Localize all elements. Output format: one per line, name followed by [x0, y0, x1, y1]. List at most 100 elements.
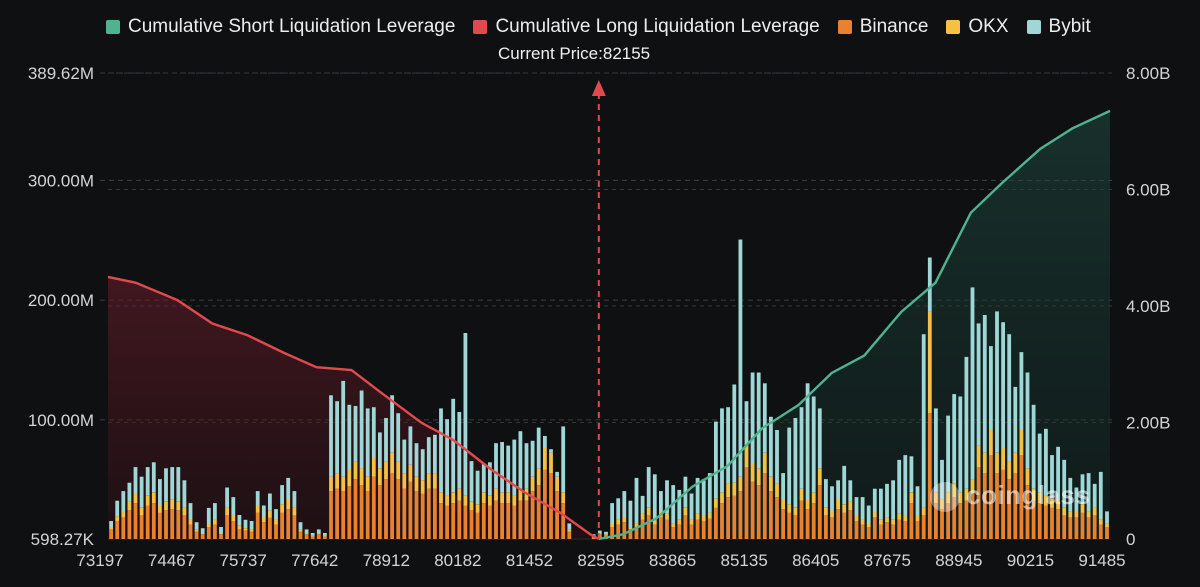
bar-bybit — [139, 476, 144, 508]
bar-bybit — [756, 372, 761, 469]
bar-okx — [982, 452, 987, 474]
bar-binance — [341, 491, 346, 539]
bar-bybit — [133, 467, 138, 494]
bar-okx — [732, 482, 737, 496]
bar-okx — [604, 534, 608, 536]
bar-bybit — [457, 412, 462, 489]
bar-okx — [1086, 511, 1091, 518]
bar-binance — [927, 413, 932, 539]
bar-bybit — [451, 398, 456, 493]
bar-binance — [1068, 517, 1073, 539]
bar-bybit — [970, 287, 975, 480]
bar-bybit — [860, 497, 865, 520]
bar-okx — [127, 501, 132, 511]
bar-bybit — [775, 430, 779, 484]
bar-bybit — [231, 497, 236, 516]
bar-okx — [695, 513, 700, 520]
bar-bybit — [109, 521, 113, 527]
bar-bybit — [720, 408, 724, 493]
bar-bybit — [824, 479, 828, 508]
bar-bybit — [726, 407, 730, 484]
bar-okx — [616, 519, 621, 525]
current-price-arrow-icon — [591, 80, 606, 96]
bar-bybit — [952, 394, 957, 484]
bar-okx — [323, 535, 327, 537]
bar-okx — [378, 468, 382, 486]
bar-okx — [1056, 499, 1060, 510]
legend-item-binance[interactable]: Binance — [837, 16, 928, 38]
bar-binance — [494, 500, 498, 539]
bar-bybit — [469, 461, 474, 502]
bar-binance — [940, 509, 944, 539]
legend-item-okx[interactable]: OKX — [946, 16, 1009, 38]
bar-bybit — [781, 473, 785, 500]
bar-binance — [274, 524, 278, 539]
y-left-tick-label: 300.00M — [28, 171, 94, 190]
bar-binance — [964, 500, 969, 539]
bar-binance — [139, 515, 144, 539]
bar-binance — [469, 510, 474, 539]
bar-okx — [445, 495, 449, 506]
bar-binance — [133, 503, 138, 539]
bar-okx — [940, 499, 944, 510]
bar-bybit — [1092, 483, 1097, 508]
bar-okx — [1007, 461, 1012, 480]
bar-okx — [634, 523, 639, 527]
bar-binance — [787, 512, 792, 539]
bar-bybit — [353, 406, 358, 462]
bar-binance — [1098, 524, 1103, 539]
bar-binance — [701, 521, 706, 539]
bar-okx — [927, 311, 932, 414]
bar-binance — [909, 503, 914, 539]
bar-okx — [249, 529, 254, 532]
bar-bybit — [194, 522, 199, 530]
legend-item-short[interactable]: Cumulative Short Liquidation Leverage — [106, 16, 455, 38]
bar-okx — [903, 515, 908, 521]
bar-bybit — [176, 467, 181, 502]
bar-binance — [1105, 527, 1109, 539]
bar-okx — [915, 515, 920, 521]
bar-okx — [188, 519, 193, 525]
bar-okx — [683, 507, 688, 516]
bar-bybit — [1025, 372, 1030, 469]
bar-binance — [188, 524, 193, 539]
bar-bybit — [536, 427, 541, 469]
bar-bybit — [384, 418, 388, 462]
bar-bybit — [909, 456, 914, 493]
bar-okx — [885, 517, 889, 523]
bar-binance — [200, 534, 205, 539]
bar-binance — [225, 515, 229, 539]
bar-binance — [616, 524, 621, 539]
legend-swatch-binance — [837, 20, 852, 34]
bar-bybit — [701, 479, 706, 515]
bar-bybit — [836, 480, 840, 500]
bar-binance — [549, 473, 553, 539]
bar-bybit — [170, 467, 175, 500]
legend-item-long[interactable]: Cumulative Long Liquidation Leverage — [473, 16, 820, 38]
bar-bybit — [1062, 459, 1067, 508]
bar-binance — [231, 521, 236, 539]
bar-binance — [121, 517, 126, 539]
bar-okx — [909, 492, 914, 504]
bar-okx — [488, 495, 492, 506]
bar-okx — [1044, 495, 1048, 506]
bar-binance — [518, 500, 523, 539]
legend-item-bybit[interactable]: Bybit — [1026, 16, 1091, 38]
bar-bybit — [121, 491, 126, 512]
bar-binance — [194, 531, 199, 539]
bar-okx — [304, 533, 309, 535]
bar-bybit — [817, 408, 822, 469]
bar-bybit — [151, 462, 156, 493]
bar-binance — [665, 519, 669, 539]
bar-okx — [921, 507, 926, 516]
bar-okx — [237, 525, 242, 530]
bar-bybit — [292, 491, 297, 508]
bar-binance — [500, 503, 504, 539]
bar-okx — [347, 469, 352, 487]
bar-binance — [976, 467, 981, 539]
bar-binance — [390, 473, 394, 539]
bar-binance — [512, 505, 517, 539]
bar-okx — [1098, 519, 1103, 525]
bar-binance — [555, 491, 559, 539]
bar-bybit — [677, 489, 682, 520]
